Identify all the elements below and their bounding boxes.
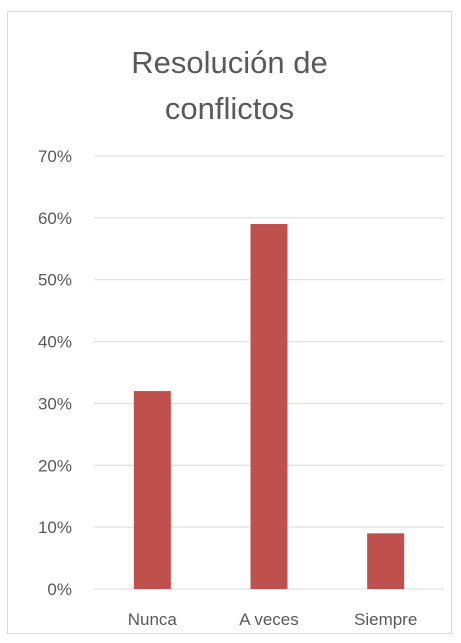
y-tick-label: 70% (38, 147, 72, 166)
y-tick-label: 40% (38, 333, 72, 352)
y-tick-label: 20% (38, 456, 72, 475)
chart-title-line-2: conflictos (164, 91, 295, 126)
y-tick-label: 50% (38, 271, 72, 290)
bar-siempre (367, 533, 405, 589)
bar-a-veces (250, 224, 288, 590)
y-tick-label: 30% (38, 394, 72, 413)
y-tick-label: 60% (38, 209, 72, 228)
y-tick-label: 0% (47, 580, 72, 599)
y-tick-label: 10% (38, 518, 72, 537)
chart-title: Resolución de conflictos (8, 40, 451, 132)
x-tick-label: Siempre (354, 610, 417, 629)
x-tick-label: Nunca (128, 610, 178, 629)
chart-area: Resolución de conflictos (7, 11, 452, 634)
chart-title-line-1: Resolución de (131, 45, 328, 80)
x-tick-label: A veces (239, 610, 299, 629)
bar-nunca (133, 391, 171, 589)
